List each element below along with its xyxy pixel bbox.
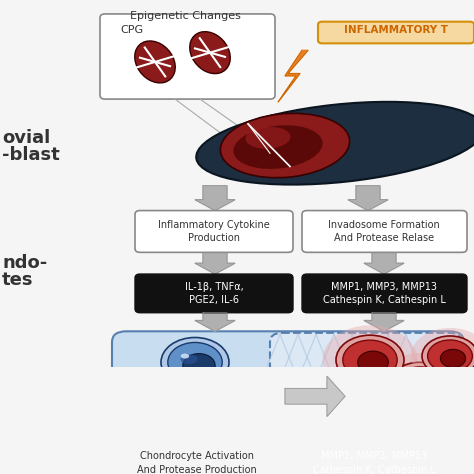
FancyBboxPatch shape — [302, 274, 467, 313]
FancyBboxPatch shape — [112, 443, 282, 474]
Ellipse shape — [135, 41, 175, 83]
Text: Invadosome Formation
And Protease Relase: Invadosome Formation And Protease Relase — [328, 220, 440, 243]
Polygon shape — [348, 186, 388, 210]
Ellipse shape — [336, 335, 404, 385]
Text: MMP1, MMP3, MMP13
Cathespin K, Cathespin L: MMP1, MMP3, MMP13 Cathespin K, Cathespin… — [312, 451, 436, 474]
Ellipse shape — [190, 32, 230, 73]
Ellipse shape — [322, 325, 418, 395]
Ellipse shape — [343, 340, 397, 380]
Ellipse shape — [411, 328, 474, 384]
Ellipse shape — [394, 367, 446, 404]
Polygon shape — [364, 252, 404, 274]
Polygon shape — [278, 50, 308, 102]
Ellipse shape — [181, 354, 198, 364]
Ellipse shape — [220, 113, 350, 178]
Text: Epigenetic Changes: Epigenetic Changes — [129, 11, 240, 21]
FancyBboxPatch shape — [302, 210, 467, 252]
Text: MMP1, MMP3, MMP13
Cathespin K, Cathespin L: MMP1, MMP3, MMP13 Cathespin K, Cathespin… — [323, 282, 446, 305]
Ellipse shape — [196, 102, 474, 184]
Ellipse shape — [388, 362, 452, 409]
Ellipse shape — [203, 375, 267, 422]
Ellipse shape — [422, 336, 474, 376]
Ellipse shape — [181, 354, 189, 358]
Text: ovial: ovial — [2, 129, 50, 147]
Text: IL-1β, TNFα,
PGE2, IL-6: IL-1β, TNFα, PGE2, IL-6 — [185, 282, 243, 305]
Ellipse shape — [375, 353, 465, 418]
Ellipse shape — [183, 354, 215, 377]
FancyBboxPatch shape — [135, 210, 293, 252]
FancyBboxPatch shape — [100, 14, 275, 99]
Polygon shape — [195, 186, 235, 210]
Text: Chondrocyte Activation
And Protease Production: Chondrocyte Activation And Protease Prod… — [137, 451, 257, 474]
Ellipse shape — [161, 337, 229, 387]
Polygon shape — [195, 313, 235, 331]
Ellipse shape — [224, 391, 254, 413]
Ellipse shape — [221, 390, 229, 395]
Polygon shape — [364, 313, 404, 331]
Ellipse shape — [440, 349, 465, 367]
FancyBboxPatch shape — [270, 333, 462, 437]
Ellipse shape — [221, 391, 237, 400]
Text: CPG: CPG — [120, 25, 143, 35]
Text: -blast: -blast — [2, 146, 60, 164]
Ellipse shape — [168, 342, 222, 382]
Ellipse shape — [246, 127, 291, 149]
Polygon shape — [285, 376, 345, 417]
FancyBboxPatch shape — [112, 331, 464, 438]
Ellipse shape — [233, 125, 323, 169]
Ellipse shape — [428, 340, 473, 372]
Text: INFLAMMATORY T: INFLAMMATORY T — [344, 25, 448, 35]
FancyBboxPatch shape — [285, 443, 464, 474]
Polygon shape — [195, 252, 235, 274]
Text: Inflammatory Cytokine
Production: Inflammatory Cytokine Production — [158, 220, 270, 243]
Ellipse shape — [358, 351, 388, 374]
FancyBboxPatch shape — [318, 22, 474, 43]
Ellipse shape — [409, 377, 438, 398]
Text: tes: tes — [2, 271, 34, 289]
Ellipse shape — [210, 380, 261, 417]
FancyBboxPatch shape — [135, 274, 293, 313]
Text: ndo-: ndo- — [2, 254, 47, 272]
